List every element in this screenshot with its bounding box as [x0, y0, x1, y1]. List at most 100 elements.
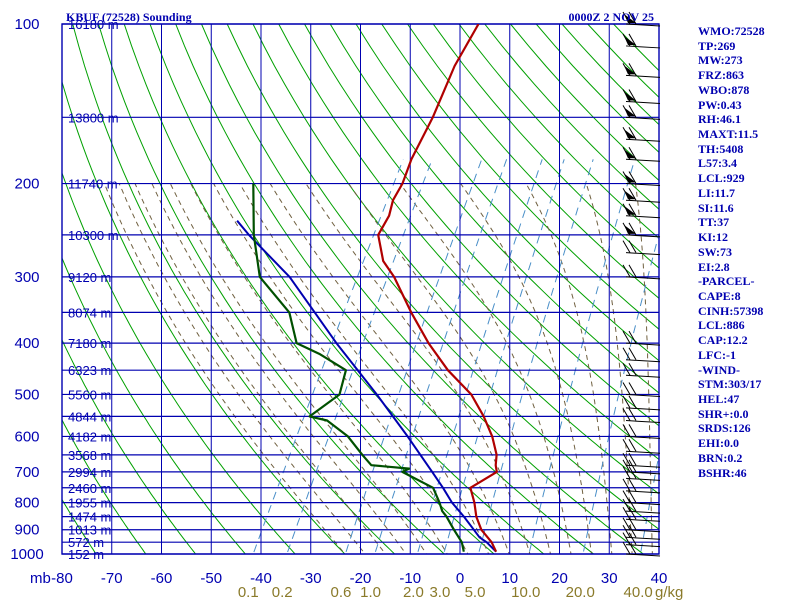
stability-index-item: HEL:47	[698, 391, 740, 406]
moist-adiabat-line	[190, 183, 448, 554]
stability-index-item: LFC:-1	[698, 347, 736, 362]
moist-adiabat-line	[635, 183, 653, 554]
height-label: 8074 m	[68, 305, 111, 320]
stability-index-item: LI:11.7	[698, 185, 736, 200]
stability-index-item: KI:12	[698, 230, 728, 245]
stability-index-item: MAXT:11.5	[698, 127, 759, 142]
height-label: 572 m	[68, 535, 104, 550]
mixing-ratio-unit-label: g/kg	[655, 584, 683, 600]
moist-adiabat-line	[399, 183, 572, 554]
wind-barb	[622, 187, 661, 203]
wind-barb	[622, 240, 661, 256]
wind-barb	[622, 127, 661, 142]
moist-adiabat-line	[239, 183, 490, 554]
height-label: 10300 m	[68, 228, 119, 243]
mixing-ratio-tick-label: 40.0	[624, 584, 653, 600]
pressure-temperature-grid	[61, 23, 660, 555]
wind-barb	[622, 147, 661, 162]
temperature-tick-label: -70	[101, 570, 123, 587]
height-label: 2994 m	[68, 465, 111, 480]
dry-adiabat-line	[381, 24, 659, 330]
mixing-ratio-line	[252, 159, 404, 554]
station-title: KBUF (72528) Sounding	[66, 10, 192, 24]
dry-adiabat-line	[226, 24, 659, 530]
mixing-ratio-tick-label: 20.0	[566, 584, 595, 600]
wind-barb	[622, 171, 661, 187]
temperature-tick-label: 40	[651, 570, 668, 587]
wind-barb	[622, 452, 661, 468]
temperature-tick-label: -20	[350, 570, 372, 587]
temperature-tick-label: -40	[250, 570, 272, 587]
stability-indices-panel: WMO:72528 TP:269 MW:273 FRZ:863 WBO:878 PW:0.…	[698, 24, 800, 480]
stability-index-item: TP:269	[698, 38, 736, 53]
temperature-tick-label: 20	[551, 570, 568, 587]
height-label: 9120 m	[68, 270, 111, 285]
pressure-tick-label: 200	[14, 176, 39, 193]
stability-index-item: CAP:12.2	[698, 333, 748, 348]
moist-adiabat-line	[305, 183, 531, 554]
wind-barb	[622, 439, 661, 454]
mixing-ratio-line	[344, 159, 483, 554]
mixing-ratio-tick-label: 0.1	[238, 584, 259, 600]
temperature-tick-label: -60	[151, 570, 173, 587]
stability-index-item: SHR+:0.0	[698, 406, 749, 421]
height-label: 1955 m	[68, 496, 111, 511]
wind-barb	[622, 347, 661, 363]
height-label: 7180 m	[68, 336, 111, 351]
wind-barb	[622, 507, 661, 522]
dry-adiabat-line	[62, 171, 296, 554]
height-label: 152 m	[68, 547, 104, 562]
wind-barb	[622, 89, 661, 104]
stability-index-item: EHI:0.0	[698, 436, 740, 451]
height-label: 11740 m	[68, 177, 118, 192]
height-label: 6323 m	[68, 363, 111, 378]
wind-barb	[622, 459, 661, 475]
stability-index-item: CAPE:8	[698, 288, 741, 303]
mixing-ratio-tick-label: 5.0	[465, 584, 486, 600]
stability-index-item: WMO:72528	[698, 24, 765, 38]
wind-barb	[622, 63, 661, 78]
temperature-tick-label: 10	[501, 570, 518, 587]
mixing-ratio-line	[528, 159, 636, 554]
mixing-ratio-line	[477, 159, 594, 554]
wind-barb	[622, 478, 661, 494]
wind-barb	[622, 382, 661, 397]
pressure-tick-label: 800	[14, 495, 39, 512]
height-label: 16180 m	[68, 17, 119, 32]
mixing-ratio-tick-label: 3.0	[429, 584, 450, 600]
wind-barb	[622, 330, 661, 346]
pressure-tick-label: 100	[14, 16, 39, 33]
wind-barb	[622, 363, 661, 378]
wind-barb	[622, 541, 661, 557]
stability-index-item: SRDS:126	[698, 421, 751, 436]
temperature-tick-label: -50	[200, 570, 222, 587]
stability-index-item: SI:11.6	[698, 200, 734, 215]
height-label: 1474 m	[68, 510, 111, 525]
height-label: 3568 m	[68, 448, 111, 463]
mixing-ratio-tick-label: 2.0	[403, 584, 424, 600]
stability-index-item: -WIND-	[698, 362, 740, 377]
pressure-tick-label: 600	[14, 428, 39, 445]
moist-adiabat-line	[525, 183, 613, 554]
parcel-trace-line	[236, 220, 497, 553]
pressure-tick-label: 500	[14, 386, 39, 403]
stability-index-item: SW:73	[698, 244, 733, 259]
moist-adiabat-line	[118, 183, 366, 554]
temperature-tick-label: -10	[399, 570, 421, 587]
wind-barb	[622, 395, 661, 411]
stability-index-item: MW:273	[698, 53, 743, 68]
pressure-tick-label: 300	[14, 269, 39, 286]
wind-barb	[622, 466, 661, 481]
moist-adiabat-line	[134, 183, 387, 554]
height-label: 1013 m	[68, 523, 111, 538]
height-labels: 16180 m 13800 m 11740 m 10300 m 9120 m 8074 m…	[68, 17, 119, 562]
height-label: 2460 m	[68, 481, 111, 496]
stability-index-item: BRN:0.2	[698, 450, 743, 465]
mixing-ratio-line	[443, 159, 565, 554]
pressure-unit-label: mb	[30, 570, 51, 587]
height-label: 5560 m	[68, 387, 111, 402]
stability-index-item: RH:46.1	[698, 112, 741, 127]
dry-adiabat-line	[62, 80, 346, 554]
mixing-ratio-line	[582, 231, 659, 554]
sounding-time: 0000Z 2 NOV 25	[569, 10, 654, 24]
